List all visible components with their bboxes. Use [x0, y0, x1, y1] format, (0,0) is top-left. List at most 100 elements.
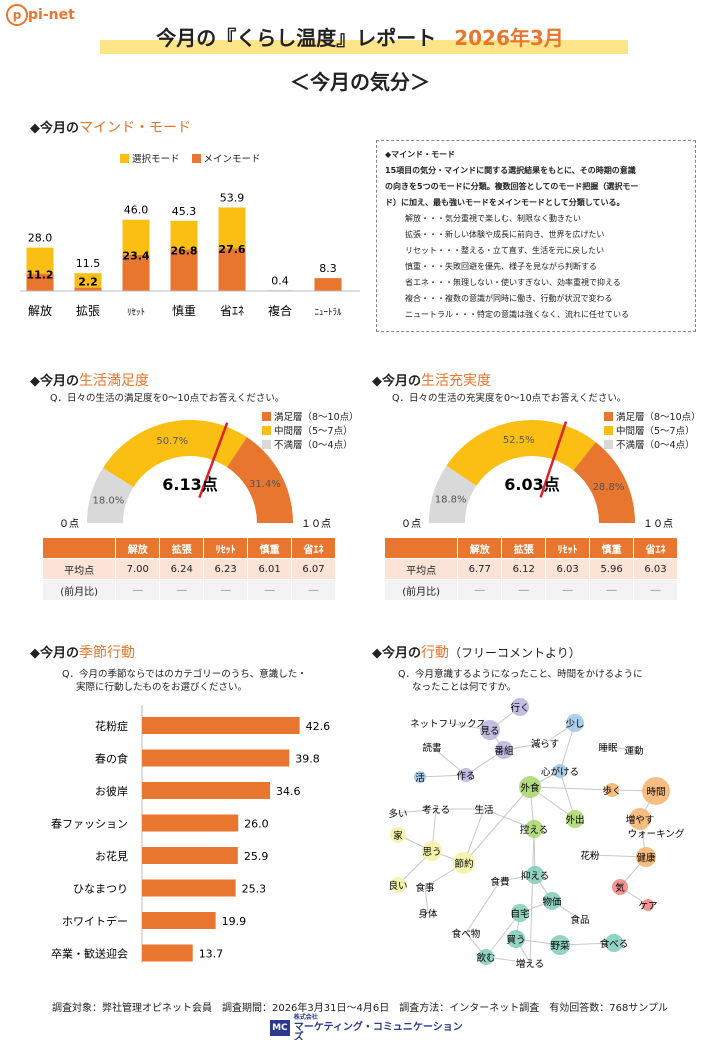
network-edge: [485, 912, 521, 958]
fulfillment-heading: ◆今月の生活充実度: [372, 373, 491, 389]
company-logo: MC 株式会社 マーケティング・コミュニケーションズ: [270, 1014, 470, 1040]
network-word: 控える: [520, 824, 548, 836]
network-node: [566, 810, 584, 828]
network-node: [605, 783, 619, 797]
category-label: 拡張: [76, 304, 100, 318]
satisfaction-question: Q．日々の生活の満足度を0～10点でお答えください。: [50, 393, 285, 404]
seasonal-chart: 42.6 花粉症 39.8 春の食 34.6 お彼岸 26.0 春ファッション 25.9 お花見 2…: [51, 705, 331, 963]
bar-main: [314, 278, 342, 291]
bar-select: [218, 207, 246, 249]
gauge-pct-label: 28.8%: [593, 482, 625, 493]
satisfaction-legend: 満足層（8～10点） 中間層（5～7点） 不満層（0～4点）: [262, 409, 359, 451]
network-word: 作る: [456, 770, 475, 782]
season-bar: [142, 782, 271, 799]
table-row: (前月比) ― ― ― ― ―: [383, 579, 678, 601]
fulfillment-legend: 満足層（8～10点） 中間層（5～7点） 不満層（0～4点）: [604, 409, 701, 451]
survey-footer: 調査対象：弊社管理オピネット会員 調査期間：2026年3月31日～4月6日 調査…: [51, 1003, 669, 1014]
network-node: [550, 935, 570, 955]
satisfaction-gauge: 18.0% 50.7% 31.4% 6.13点 ０点 １０点: [59, 420, 331, 530]
bar-main-label: 26.8: [170, 244, 197, 257]
network-word: 見る: [480, 726, 499, 737]
legend-select: 選択モード: [120, 151, 180, 165]
bar-main: [26, 273, 54, 291]
category-label: 慎重: [172, 304, 196, 318]
network-edge: [463, 786, 531, 864]
action-question: Q．今月意識するようになったこと、時間をかけるように なったことは何ですか。: [398, 669, 643, 693]
gauge-pct-label: 18.8%: [435, 494, 467, 505]
network-node: [511, 904, 529, 922]
bar-total-label: 53.9: [220, 191, 245, 204]
network-word: 活: [415, 772, 425, 784]
gauge-pct-label: 52.5%: [503, 435, 535, 446]
bar-main-label: 27.6: [218, 243, 245, 256]
bar-main: [170, 249, 198, 291]
pinet-logo: p pi-net: [6, 4, 75, 26]
network-word: 食費: [490, 876, 509, 888]
bar-main: [122, 254, 150, 291]
low-swatch-icon: [604, 439, 613, 449]
season-category-label: お彼岸: [95, 785, 128, 798]
season-value-label: 34.6: [276, 785, 301, 798]
network-word: 気: [615, 882, 625, 894]
bar-main-label: 2.2: [78, 276, 98, 289]
network-node: [642, 899, 654, 911]
gauge-needle: [198, 422, 229, 499]
network-edge: [607, 746, 635, 751]
season-value-label: 42.6: [306, 720, 331, 733]
season-value-label: 19.9: [222, 915, 247, 928]
table-row: 平均点 7.00 6.24 6.23 6.01 6.07: [41, 558, 336, 580]
network-edge: [465, 880, 501, 934]
network-word: 読書: [422, 742, 441, 754]
network-word: 飲む: [476, 952, 495, 964]
network-node: [636, 847, 656, 867]
gauge-max-label: １０点: [643, 518, 673, 530]
network-node: [422, 841, 442, 861]
network-word: ケア: [638, 901, 657, 912]
gauge-segment: [227, 437, 293, 523]
season-bar: [142, 814, 239, 832]
category-label: ﾘｾｯﾄ: [127, 307, 145, 318]
network-edge: [419, 774, 467, 778]
network-word: 運動: [624, 746, 643, 757]
network-word: 心がける: [541, 766, 579, 778]
network-word: 良い: [388, 880, 407, 892]
network-node: [511, 698, 529, 716]
gauge-pct-label: 50.7%: [156, 436, 188, 447]
gauge-segment: [446, 420, 596, 486]
network-node: [642, 777, 670, 805]
season-value-label: 26.0: [244, 818, 269, 831]
network-word: 身体: [418, 908, 438, 920]
network-word: ネットフリックス: [410, 719, 486, 730]
season-value-label: 25.9: [244, 850, 269, 863]
network-edge: [431, 746, 467, 776]
bar-main-label: 23.4: [122, 250, 149, 263]
season-bar: [142, 912, 216, 929]
network-node: [605, 934, 623, 952]
network-word: 思う: [422, 847, 441, 858]
network-node: [390, 827, 406, 843]
network-node: [526, 866, 544, 884]
report-month: 2026年3月: [454, 26, 564, 50]
bar-select: [74, 273, 102, 288]
network-word: 行く: [510, 702, 529, 714]
network-word: 生活: [474, 804, 494, 816]
category-label: 省ｴﾈ: [220, 304, 244, 318]
network-node: [478, 949, 494, 965]
bar-main: [74, 287, 102, 291]
network-node: [507, 930, 525, 948]
main-swatch-icon: [191, 153, 201, 163]
gauge-score: 6.03点: [504, 475, 559, 494]
seasonal-heading: ◆今月の季節行動: [30, 645, 135, 661]
bar-total-label: 11.5: [76, 257, 101, 270]
bar-total-label: 0.4: [271, 274, 289, 287]
season-bar: [142, 879, 236, 897]
gauge-segment: [429, 465, 477, 523]
network-word: 家: [393, 830, 403, 842]
network-node: [519, 776, 541, 798]
network-word: 増やす: [626, 814, 655, 826]
table-row: (前月比) ― ― ― ― ―: [41, 579, 336, 601]
season-category-label: ひなまつり: [73, 883, 128, 896]
gauge-pct-label: 31.4%: [249, 479, 281, 490]
network-word: 食べる: [600, 938, 629, 950]
network-node: [525, 820, 543, 838]
